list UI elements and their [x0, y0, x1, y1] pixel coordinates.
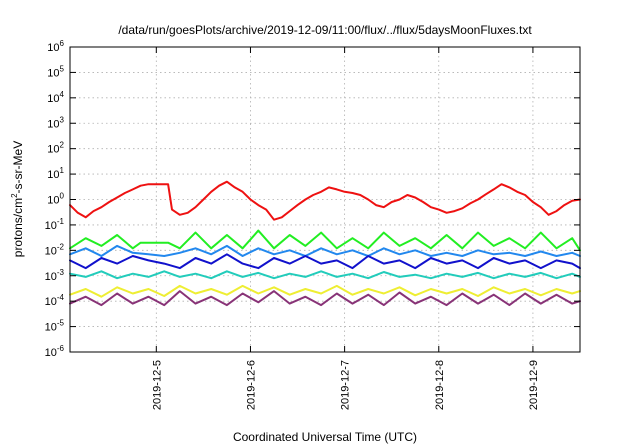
y-tick-exponent: 6	[60, 39, 65, 48]
y-tick-base: 10	[47, 118, 59, 130]
y-tick-label: 106	[47, 39, 64, 54]
y-axis: 10-610-510-410-310-210-11001011021031041…	[45, 39, 580, 359]
series-line-4	[69, 253, 581, 270]
x-tick-label: 2019-12-8	[434, 360, 446, 410]
y-tick-exponent: -5	[57, 319, 65, 328]
y-tick-label: 10-3	[45, 268, 65, 283]
grid-lines	[70, 47, 580, 352]
y-tick-exponent: -3	[57, 268, 65, 277]
y-tick-base: 10	[45, 271, 57, 283]
y-tick-exponent: -2	[57, 242, 65, 251]
series-line-3	[69, 244, 581, 257]
y-tick-exponent: -1	[57, 217, 65, 226]
series-line-6	[69, 284, 581, 298]
x-tick-label: 2019-12-9	[528, 360, 540, 410]
y-tick-exponent: -4	[57, 293, 65, 302]
y-tick-base: 10	[47, 195, 59, 207]
y-tick-base: 10	[47, 144, 59, 156]
y-tick-exponent: 1	[60, 166, 65, 175]
y-tick-base: 10	[45, 322, 57, 334]
y-tick-label: 10-5	[45, 319, 65, 334]
y-tick-base: 10	[47, 67, 59, 79]
y-tick-label: 101	[47, 166, 64, 181]
x-tick-label: 2019-12-6	[245, 360, 257, 410]
y-tick-base: 10	[47, 42, 59, 54]
y-tick-label: 10-4	[45, 293, 65, 308]
y-axis-title-pre: protons/cm	[11, 198, 25, 257]
y-tick-label: 100	[47, 192, 64, 207]
y-tick-base: 10	[47, 169, 59, 181]
chart-title: /data/run/goesPlots/archive/2019-12-09/1…	[118, 23, 532, 37]
y-tick-label: 105	[47, 64, 64, 79]
y-tick-exponent: 2	[60, 141, 65, 150]
y-axis-title-sup: 2	[10, 193, 19, 198]
y-tick-base: 10	[45, 245, 57, 257]
y-tick-label: 10-6	[45, 344, 65, 359]
y-tick-exponent: 5	[60, 64, 65, 73]
y-tick-label: 102	[47, 141, 64, 156]
y-tick-base: 10	[45, 296, 57, 308]
series-layer	[69, 180, 581, 307]
y-tick-exponent: 3	[60, 115, 65, 124]
series-line-1	[69, 180, 581, 221]
y-tick-exponent: 4	[60, 90, 65, 99]
series-line-5	[69, 270, 581, 280]
y-tick-base: 10	[47, 93, 59, 105]
y-axis-title-post: -s-sr-MeV	[11, 141, 25, 194]
y-axis-title: protons/cm2-s-sr-MeV	[10, 141, 25, 257]
y-tick-label: 10-1	[45, 217, 65, 232]
x-axis-title: Coordinated Universal Time (UTC)	[233, 430, 417, 444]
y-tick-base: 10	[45, 220, 57, 232]
y-tick-label: 103	[47, 115, 64, 130]
y-tick-label: 104	[47, 90, 64, 105]
y-tick-base: 10	[45, 347, 57, 359]
x-tick-label: 2019-12-7	[340, 360, 352, 410]
series-line-2	[69, 229, 581, 252]
y-tick-label: 10-2	[45, 242, 65, 257]
x-tick-label: 2019-12-5	[151, 360, 163, 410]
y-tick-exponent: -6	[57, 344, 65, 353]
series-line-7	[69, 290, 581, 307]
x-axis: 2019-12-5 2019-12-6 2019-12-7 2019-12-8 2019…	[151, 47, 540, 410]
y-tick-exponent: 0	[60, 192, 65, 201]
